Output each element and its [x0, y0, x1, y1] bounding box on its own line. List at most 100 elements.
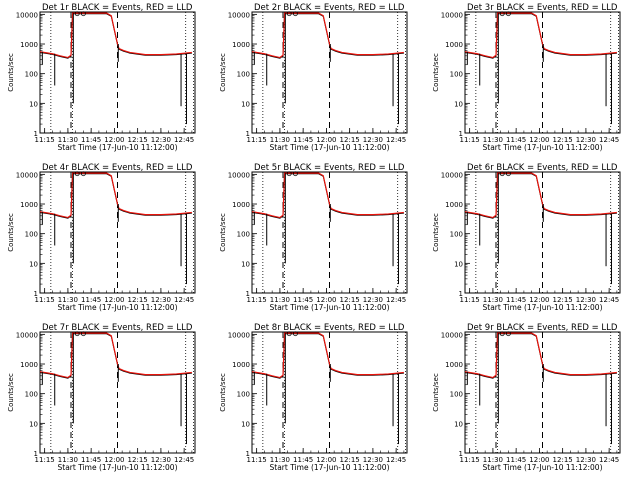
saturation-marker	[505, 331, 511, 337]
y-tick-label: 1000	[232, 201, 250, 209]
saturation-marker	[74, 331, 80, 337]
x-tick-label: 11:30	[58, 296, 78, 304]
y-tick-label: 10	[454, 260, 463, 268]
y-tick-label: 10000	[16, 331, 38, 339]
x-tick-label: 12:15	[553, 456, 573, 464]
panel-1: Det 1r BLACK = Events, RED = LLD 1 10 100 10…	[7, 3, 196, 152]
lld-series	[39, 172, 192, 219]
x-tick-label: 11:45	[506, 136, 526, 144]
y-tick-label: 1	[34, 130, 38, 138]
x-tick-label: 12:00	[529, 136, 549, 144]
panel-4: Det 4r BLACK = Events, RED = LLD 1 10 100 10…	[7, 163, 196, 312]
x-axis-label: Start Time (17-Jun-10 11:12:00)	[58, 463, 178, 472]
x-tick-label: 11:15	[460, 456, 480, 464]
x-tick-label: 12:00	[104, 136, 124, 144]
x-tick-label: 12:30	[363, 296, 383, 304]
x-tick-label: 12:15	[340, 296, 360, 304]
y-axis-label: Counts/sec	[7, 213, 15, 252]
y-tick-label: 100	[237, 231, 250, 239]
saturation-marker	[81, 171, 86, 177]
y-axis-label: Counts/sec	[219, 213, 227, 252]
x-axis-label: Start Time (17-Jun-10 11:12:00)	[483, 303, 603, 312]
lld-series	[464, 332, 617, 379]
x-tick-label: 12:00	[104, 456, 124, 464]
x-tick-label: 11:15	[247, 456, 267, 464]
y-tick-label: 1000	[445, 201, 463, 209]
y-tick-label: 100	[237, 391, 250, 399]
x-tick-label: 12:15	[128, 456, 148, 464]
y-tick-label: 10000	[441, 171, 463, 179]
x-axis-label: Start Time (17-Jun-10 11:12:00)	[58, 303, 178, 312]
panel-9: Det 9r BLACK = Events, RED = LLD 1 10 100 10…	[432, 323, 621, 472]
y-tick-label: 10	[29, 260, 38, 268]
x-tick-label: 11:15	[35, 456, 55, 464]
panel-title: Det 3r BLACK = Events, RED = LLD	[467, 3, 618, 13]
x-tick-label: 12:45	[386, 456, 406, 464]
y-tick-label: 100	[450, 71, 463, 79]
y-tick-label: 1	[246, 290, 250, 298]
x-tick-label: 11:30	[483, 456, 503, 464]
x-tick-label: 11:30	[483, 136, 503, 144]
saturation-marker	[292, 171, 298, 177]
panel-title: Det 2r BLACK = Events, RED = LLD	[254, 3, 405, 13]
y-tick-label: 10	[29, 420, 38, 428]
x-tick-label: 12:30	[363, 136, 383, 144]
y-tick-label: 1	[34, 450, 38, 458]
x-tick-label: 11:15	[35, 296, 55, 304]
x-tick-label: 11:45	[81, 296, 101, 304]
x-tick-label: 12:30	[576, 456, 596, 464]
x-tick-label: 12:00	[316, 136, 336, 144]
x-tick-label: 12:45	[174, 296, 194, 304]
x-tick-label: 11:15	[247, 296, 267, 304]
y-tick-label: 1000	[20, 361, 38, 369]
panel-title: Det 7r BLACK = Events, RED = LLD	[42, 323, 193, 333]
x-tick-label: 12:45	[599, 456, 619, 464]
x-tick-label: 12:15	[553, 296, 573, 304]
saturation-marker	[74, 11, 80, 17]
panel-title: Det 4r BLACK = Events, RED = LLD	[42, 163, 193, 173]
x-axis-label: Start Time (17-Jun-10 11:12:00)	[270, 463, 390, 472]
saturation-marker	[286, 331, 292, 337]
y-tick-label: 10	[29, 100, 38, 108]
x-tick-label: 11:15	[35, 136, 55, 144]
x-tick-label: 12:45	[599, 136, 619, 144]
y-tick-label: 1	[459, 290, 463, 298]
y-tick-label: 100	[450, 391, 463, 399]
lld-series	[39, 332, 192, 379]
y-tick-label: 100	[237, 71, 250, 79]
x-axis-label: Start Time (17-Jun-10 11:12:00)	[483, 143, 603, 152]
panel-title: Det 6r BLACK = Events, RED = LLD	[467, 163, 618, 173]
lld-series	[464, 12, 617, 59]
x-tick-label: 11:45	[506, 296, 526, 304]
x-tick-label: 11:45	[506, 456, 526, 464]
x-tick-label: 11:30	[270, 456, 290, 464]
x-tick-label: 11:30	[58, 456, 78, 464]
x-tick-label: 12:00	[104, 296, 124, 304]
y-tick-label: 10000	[16, 11, 38, 19]
lld-series	[251, 172, 404, 219]
x-tick-label: 11:15	[247, 136, 267, 144]
panel-title: Det 8r BLACK = Events, RED = LLD	[254, 323, 405, 333]
y-axis-label: Counts/sec	[432, 53, 440, 92]
x-tick-label: 12:15	[128, 136, 148, 144]
x-tick-label: 11:15	[460, 296, 480, 304]
y-tick-label: 1	[34, 290, 38, 298]
y-tick-label: 1000	[20, 201, 38, 209]
x-tick-label: 12:45	[174, 136, 194, 144]
saturation-marker	[499, 171, 505, 177]
x-tick-label: 12:00	[316, 296, 336, 304]
panel-title: Det 9r BLACK = Events, RED = LLD	[467, 323, 618, 333]
y-tick-label: 100	[450, 231, 463, 239]
lld-series	[251, 332, 404, 379]
x-tick-label: 12:45	[386, 136, 406, 144]
x-tick-label: 12:30	[151, 296, 171, 304]
panel-3: Det 3r BLACK = Events, RED = LLD 1 10 100 10…	[432, 3, 621, 152]
x-tick-label: 12:30	[576, 296, 596, 304]
y-tick-label: 100	[25, 231, 38, 239]
y-axis-label: Counts/sec	[219, 373, 227, 412]
x-tick-label: 11:30	[270, 296, 290, 304]
panel-title: Det 1r BLACK = Events, RED = LLD	[42, 3, 193, 13]
x-tick-label: 12:30	[363, 456, 383, 464]
y-tick-label: 10	[454, 420, 463, 428]
